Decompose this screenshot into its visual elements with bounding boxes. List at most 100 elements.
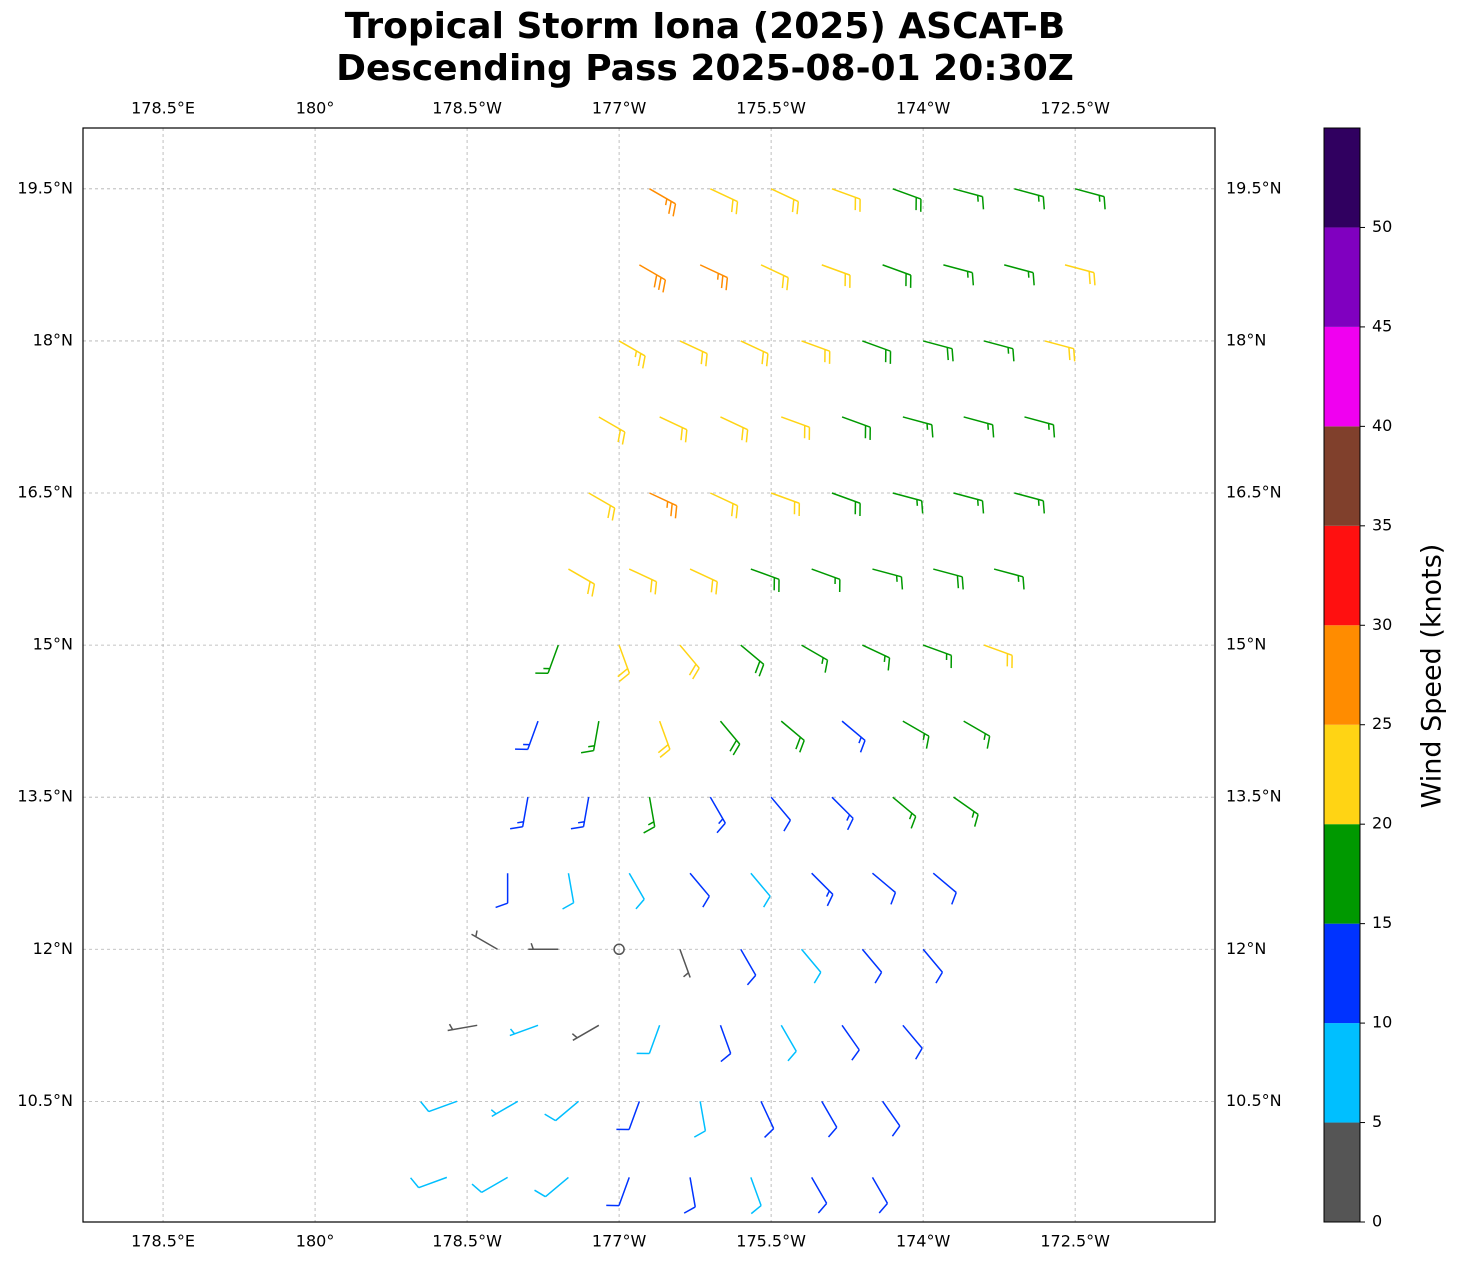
y-tick-label: 12°N [1226,939,1266,958]
wind-barb [679,340,708,367]
wind-barb [760,264,789,291]
wind-barb [780,1024,797,1062]
colorbar-segment [1324,1023,1360,1123]
colorbar-segment [1324,525,1360,626]
wind-barb [862,340,892,364]
wind-barb [606,1177,630,1207]
colorbar-segment [1324,923,1360,1024]
x-tick-label: 177°W [592,1232,647,1251]
wind-barb [510,797,529,830]
wind-barb [509,1024,539,1037]
x-tick-label: 175.5°W [736,99,806,118]
wind-barb [1064,264,1096,286]
wind-barb [571,1024,600,1041]
wind-barb [831,188,861,212]
colorbar-tick-label: 30 [1372,615,1392,634]
y-tick-label: 15°N [1226,635,1266,654]
wind-barb [770,492,801,516]
wind-barb [963,720,991,749]
wind-barb [922,948,944,984]
wind-barb [892,188,922,212]
wind-barb [993,568,1025,590]
wind-barb [598,416,626,445]
wind-barb [562,873,575,910]
x-tick-label: 177°W [592,99,647,118]
wind-barb [649,492,678,519]
wind-barb [750,568,780,593]
wind-barb [636,1025,661,1055]
y-tick-label: 15°N [33,635,73,654]
wind-barb [693,1101,707,1138]
wind-barb [495,873,509,909]
wind-barb [1014,188,1046,210]
wind-barb [841,416,871,440]
wind-barb [643,797,656,834]
wind-barb [750,1177,762,1215]
wind-barb [568,568,596,597]
wind-barb [720,416,749,443]
y-tick-label: 13.5°N [1226,787,1282,806]
wind-barb [709,492,739,519]
wind-barb [953,796,979,827]
wind-barb [535,644,560,675]
wind-barb [588,492,616,521]
colorbar-tick-label: 45 [1372,316,1392,335]
colorbar-tick-label: 35 [1372,515,1392,534]
y-tick-label: 12°N [33,939,73,958]
colorbar-tick-label: 15 [1372,913,1392,932]
x-tick-label: 178.5°E [131,99,195,118]
colorbar-segment [1324,128,1360,228]
wind-barb [719,720,741,756]
wind-barb [471,930,498,950]
wind-barb [659,416,688,443]
wind-barb [1044,340,1076,362]
wind-barb [709,796,726,834]
wind-barb [963,416,995,438]
wind-barb [811,1177,828,1214]
colorbar-label: Wind Speed (knots) [1417,544,1448,809]
colorbar-tick-label: 10 [1372,1013,1392,1032]
wind-barb [953,492,985,514]
y-tick-label: 13.5°N [17,787,73,806]
wind-barb [871,1177,889,1214]
colorbar-tick-label: 40 [1372,416,1392,435]
colorbar-segment [1324,326,1360,427]
wind-barb [821,264,851,288]
wind-barb [780,416,811,440]
map-frame [82,127,1216,1223]
wind-barb [618,340,646,369]
wind-barb [740,948,757,986]
wind-barb [882,264,912,288]
wind-barb [699,264,729,291]
wind-barb [617,644,631,682]
wind-barb [780,720,805,753]
wind-barb [943,264,975,286]
wind-barb [932,872,957,905]
wind-barb [719,1025,732,1063]
x-tick-label: 178.5°W [432,1232,502,1251]
wind-barb [801,340,831,364]
colorbar-tick-label: 20 [1372,814,1392,833]
y-tick-label: 19.5°N [1226,178,1282,197]
y-tick-label: 16.5°N [1226,483,1282,502]
wind-barb [409,1176,448,1189]
title-line: Tropical Storm Iona (2025) ASCAT-B [345,6,1066,47]
wind-barb [1024,416,1056,438]
wind-barb [933,568,964,590]
wind-barb [740,340,769,367]
wind-barb [861,948,883,984]
wind-barb [811,872,834,907]
colorbar-segment [1324,625,1360,725]
title-line: Descending Pass 2025-08-01 20:30Z [336,48,1074,89]
x-tick-label: 180° [296,1232,335,1251]
wind-barb [811,568,841,593]
x-tick-label: 175.5°W [736,1232,806,1251]
wind-barb [471,1176,509,1194]
colorbar-segment [1324,227,1360,327]
x-tick-label: 178.5°E [131,1232,195,1251]
x-tick-label: 178.5°W [432,99,502,118]
wind-barb [922,644,953,669]
x-tick-label: 172.5°W [1040,1232,1110,1251]
wind-barb [953,188,985,210]
wind-barb [657,720,671,758]
